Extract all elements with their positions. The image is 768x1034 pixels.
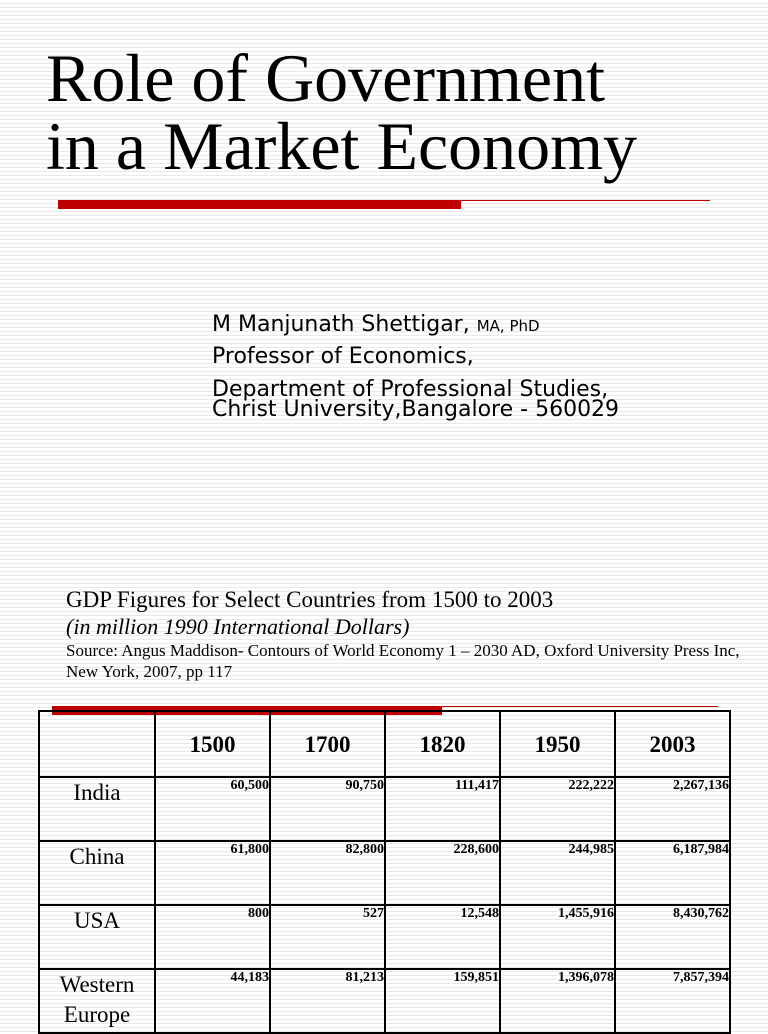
value-cell: 61,800 (154, 840, 271, 906)
value-cell: 7,857,394 (614, 968, 731, 1034)
slide-title: Role of Government in a Market Economy (46, 44, 746, 180)
table-row: China 61,800 82,800 228,600 244,985 6,18… (38, 840, 731, 906)
column-header: 1950 (499, 710, 616, 778)
author-name: M Manjunath Shettigar, (212, 312, 470, 337)
value-cell: 222,222 (499, 776, 616, 842)
title-divider-accent (58, 201, 461, 209)
table-divider-line (52, 706, 718, 707)
column-header: 1820 (384, 710, 501, 778)
value-cell: 90,750 (269, 776, 386, 842)
value-cell: 81,213 (269, 968, 386, 1034)
value-cell: 2,267,136 (614, 776, 731, 842)
gdp-heading: GDP Figures for Select Countries from 15… (66, 586, 746, 682)
gdp-title: GDP Figures for Select Countries from 15… (66, 587, 554, 612)
title-divider-line (58, 200, 710, 201)
value-cell: 244,985 (499, 840, 616, 906)
value-cell: 527 (269, 904, 386, 970)
gdp-table: 1500 1700 1820 1950 2003 India 60,500 90… (38, 710, 731, 1034)
table-row: USA 800 527 12,548 1,455,916 8,430,762 (38, 904, 731, 970)
table-header-row: 1500 1700 1820 1950 2003 (38, 710, 731, 778)
column-header: 1500 (154, 710, 271, 778)
value-cell: 159,851 (384, 968, 501, 1034)
value-cell: 44,183 (154, 968, 271, 1034)
table-corner-cell (38, 710, 156, 778)
author-name-line: M Manjunath Shettigar, MA, PhD (212, 310, 752, 341)
table-row: India 60,500 90,750 111,417 222,222 2,26… (38, 776, 731, 842)
value-cell: 228,600 (384, 840, 501, 906)
gdp-source: Source: Angus Maddison- Contours of Worl… (66, 641, 740, 681)
country-cell: Western Europe (38, 968, 156, 1034)
column-header: 2003 (614, 710, 731, 778)
value-cell: 111,417 (384, 776, 501, 842)
author-block: M Manjunath Shettigar, MA, PhD Professor… (212, 310, 752, 421)
value-cell: 800 (154, 904, 271, 970)
value-cell: 82,800 (269, 840, 386, 906)
slide-title-line-1: Role of Government (46, 40, 605, 116)
author-department: Department of Professional Studies, (212, 377, 609, 402)
author-degrees: MA, PhD (476, 317, 540, 335)
value-cell: 1,396,078 (499, 968, 616, 1034)
value-cell: 60,500 (154, 776, 271, 842)
value-cell: 12,548 (384, 904, 501, 970)
value-cell: 1,455,916 (499, 904, 616, 970)
author-role: Professor of Economics, (212, 344, 474, 369)
slide-title-line-2: in a Market Economy (46, 108, 638, 184)
value-cell: 6,187,984 (614, 840, 731, 906)
country-cell: USA (38, 904, 156, 970)
country-cell: India (38, 776, 156, 842)
table-row: Western Europe 44,183 81,213 159,851 1,3… (38, 968, 731, 1034)
column-header: 1700 (269, 710, 386, 778)
value-cell: 8,430,762 (614, 904, 731, 970)
country-cell: China (38, 840, 156, 906)
author-university: Christ University,Bangalore - 560029 (212, 397, 620, 422)
gdp-units: (in million 1990 International Dollars) (66, 614, 410, 639)
